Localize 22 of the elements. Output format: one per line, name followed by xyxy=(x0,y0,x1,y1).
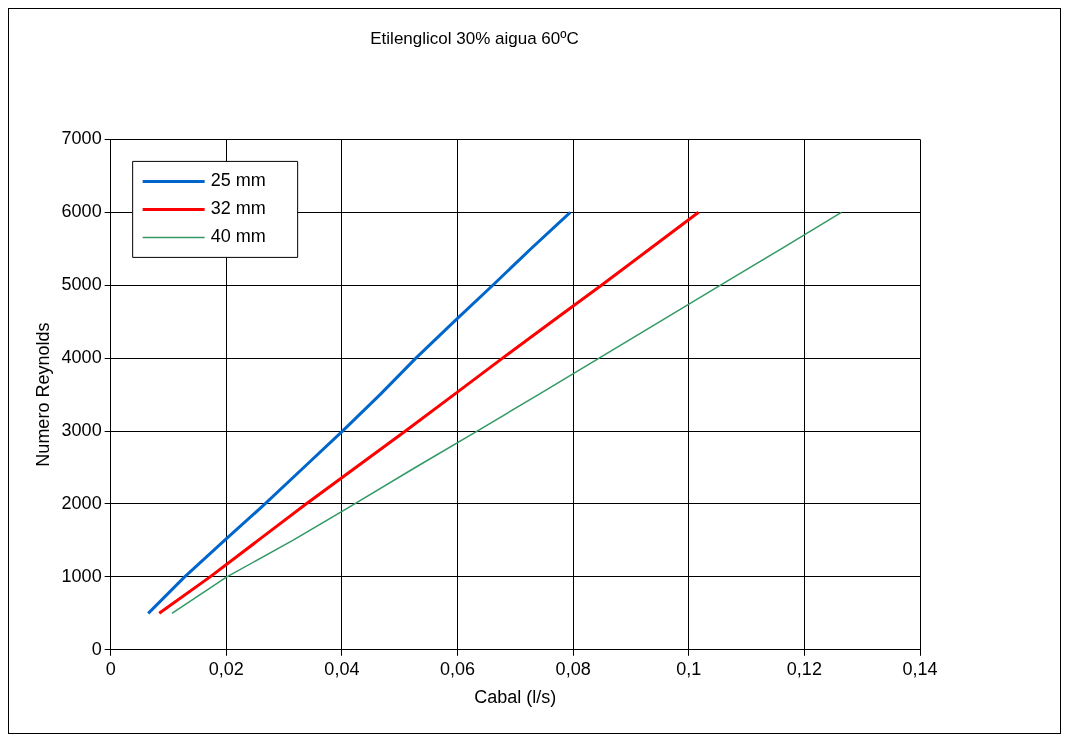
x-tick-label: 0,02 xyxy=(208,658,244,679)
y-axis-title: Numero Reynolds xyxy=(32,322,53,467)
x-tick-label: 0,12 xyxy=(786,658,822,679)
y-tick-label: 1000 xyxy=(61,565,102,586)
x-tick-label: 0,08 xyxy=(555,658,591,679)
x-tick-label: 0,06 xyxy=(439,658,476,679)
y-tick-label: 3000 xyxy=(61,420,102,441)
y-tick-label: 6000 xyxy=(61,201,102,222)
x-tick-label: 0 xyxy=(105,658,116,679)
legend-label: 32 mm xyxy=(210,198,266,219)
y-tick-label: 7000 xyxy=(61,128,102,149)
y-tick-label: 0 xyxy=(91,638,102,659)
legend-label: 25 mm xyxy=(210,170,266,191)
y-tick-label: 4000 xyxy=(61,347,102,368)
x-axis-title: Cabal (l/s) xyxy=(474,687,557,708)
x-tick-label: 0,14 xyxy=(902,658,938,679)
x-tick-label: 0,1 xyxy=(676,658,702,679)
y-tick-label: 5000 xyxy=(61,274,102,295)
x-tick-label: 0,04 xyxy=(324,658,360,679)
legend-label: 40 mm xyxy=(210,226,266,247)
y-tick-label: 2000 xyxy=(61,492,102,513)
chart-title: Etilenglicol 30% aigua 60ºC xyxy=(370,28,579,48)
